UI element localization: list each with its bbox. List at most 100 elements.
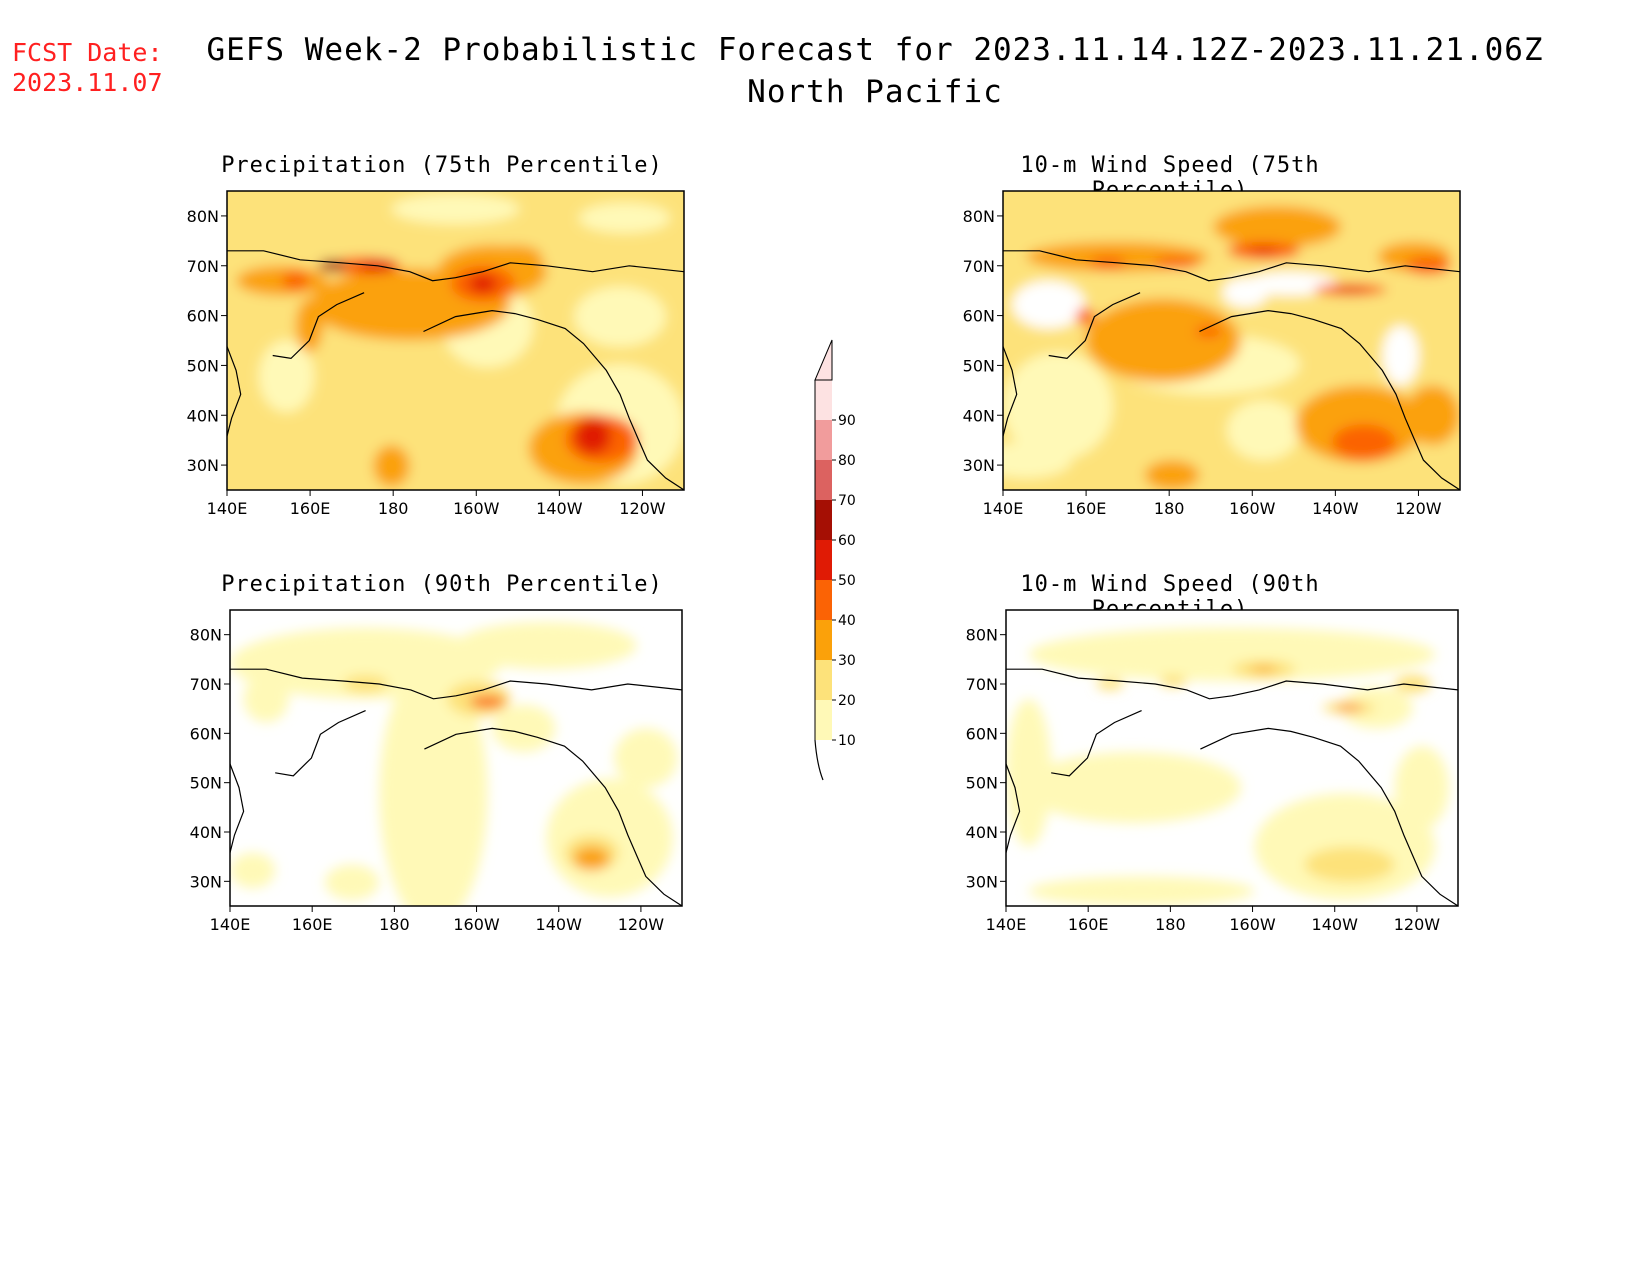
probability-contour	[1003, 352, 1113, 461]
probability-contour	[1006, 698, 1052, 847]
lat-tick-label: 60N	[966, 724, 998, 743]
probability-contour	[1159, 675, 1187, 687]
lon-tick-label: 180	[379, 915, 410, 934]
probability-field	[230, 610, 682, 906]
lon-tick-label: 140E	[983, 499, 1024, 518]
colorbar-level-label: 30	[838, 653, 856, 669]
probability-contour	[379, 660, 488, 906]
lon-tick-label: 160E	[1068, 915, 1109, 934]
coastline	[1003, 250, 1460, 282]
lat-tick-label: 80N	[187, 207, 219, 226]
lat-tick-label: 30N	[966, 872, 998, 891]
colorbar-level-label: 60	[838, 533, 856, 549]
lon-tick-label: 140E	[207, 499, 248, 518]
probability-contour	[1304, 846, 1395, 883]
colorbar-level-label: 50	[838, 573, 856, 589]
lon-tick-label: 120W	[618, 915, 665, 934]
coastline	[1006, 668, 1458, 700]
lat-tick-label: 70N	[187, 257, 219, 276]
coastline	[227, 250, 684, 282]
coastline	[1048, 292, 1141, 360]
lat-tick-label: 50N	[966, 774, 998, 793]
colorbar-level-label: 80	[838, 453, 856, 469]
probability-contour	[1028, 627, 1436, 682]
lon-tick-label: 140W	[536, 915, 583, 934]
lon-tick-label: 160W	[453, 499, 500, 518]
probability-contour	[1332, 286, 1369, 293]
coastline	[272, 292, 365, 360]
lon-tick-label: 140W	[1312, 915, 1359, 934]
coastline	[1199, 309, 1460, 490]
colorbar-segment	[815, 620, 832, 660]
lat-tick-label: 80N	[190, 626, 222, 645]
colorbar-segment	[815, 500, 832, 540]
colorbar-segment	[815, 420, 832, 460]
probability-contour	[574, 418, 611, 455]
coastline	[1200, 727, 1458, 906]
probability-contour	[243, 675, 289, 723]
lat-tick-label: 30N	[190, 872, 222, 891]
probability-contour	[1024, 752, 1242, 824]
coastline	[1003, 346, 1018, 437]
probability-field	[227, 191, 684, 490]
lon-tick-label: 140W	[1312, 499, 1359, 518]
probability-contour	[614, 728, 678, 788]
colorbar-segment	[815, 580, 832, 620]
probability-contour	[1332, 424, 1397, 461]
probability-contour	[1028, 876, 1255, 906]
lon-tick-label: 180	[378, 499, 409, 518]
colorbar-segment	[815, 660, 832, 700]
colorbar-level-label: 40	[838, 613, 856, 629]
lon-tick-label: 160W	[1229, 915, 1276, 934]
coastline	[1006, 763, 1021, 853]
lon-tick-label: 120W	[1394, 915, 1441, 934]
colorbar: 10 20 30 40 50 60 70 80 90	[814, 339, 856, 781]
probability-contour	[469, 695, 506, 708]
probability-contour	[258, 340, 314, 413]
coastline	[424, 727, 682, 906]
lon-tick-label: 160W	[453, 915, 500, 934]
page-title: GEFS Week-2 Probabilistic Forecast for 2…	[206, 32, 1544, 68]
map-panel-precip90: 80N 70N 60N 50N 40N 30N 140E 160E 180 160W 140W 120…	[190, 609, 683, 934]
coastline	[1051, 710, 1142, 777]
probability-contour	[295, 298, 323, 353]
probability-contour	[1394, 746, 1449, 830]
probability-contour	[1003, 442, 1072, 479]
lat-tick-label: 80N	[966, 626, 998, 645]
probability-contour	[573, 846, 610, 871]
probability-contour	[1085, 298, 1241, 383]
lat-tick-label: 40N	[187, 406, 219, 425]
lon-tick-label: 180	[1155, 915, 1186, 934]
colorbar-level-label: 70	[838, 493, 856, 509]
lat-tick-label: 70N	[963, 257, 995, 276]
probability-contour	[1012, 280, 1086, 329]
lon-tick-label: 120W	[619, 499, 666, 518]
probability-contour	[1194, 325, 1223, 338]
lon-tick-label: 140E	[986, 915, 1027, 934]
lon-tick-label: 160E	[1066, 499, 1107, 518]
probability-contour	[1076, 307, 1095, 326]
lat-tick-label: 30N	[187, 456, 219, 475]
colorbar-level-label: 20	[838, 693, 856, 709]
probability-contour	[230, 627, 502, 699]
lon-tick-label: 180	[1154, 499, 1185, 518]
probability-contour	[1213, 205, 1342, 248]
probability-contour	[373, 445, 410, 488]
colorbar-level-label: 90	[838, 413, 856, 429]
lon-tick-label: 140W	[536, 499, 583, 518]
lat-tick-label: 60N	[190, 724, 222, 743]
lat-tick-label: 40N	[966, 823, 998, 842]
map-panels: 80N 70N 60N 50N 40N 30N 140E 160E 180 160W 140W 120…	[187, 190, 1461, 934]
lon-tick-label: 160E	[290, 499, 331, 518]
probability-contour	[324, 864, 380, 901]
lon-tick-label: 160E	[292, 915, 333, 934]
probability-contour	[1394, 675, 1431, 693]
probability-contour	[1153, 256, 1200, 269]
forecast-date-block: FCST Date: 2023.11.07	[12, 38, 163, 98]
probability-contour	[281, 271, 310, 290]
region-subtitle: North Pacific	[747, 74, 1003, 110]
panel-title-precip75: Precipitation (75th Percentile)	[221, 153, 663, 178]
lat-tick-label: 40N	[963, 406, 995, 425]
probability-contour	[1405, 256, 1451, 275]
